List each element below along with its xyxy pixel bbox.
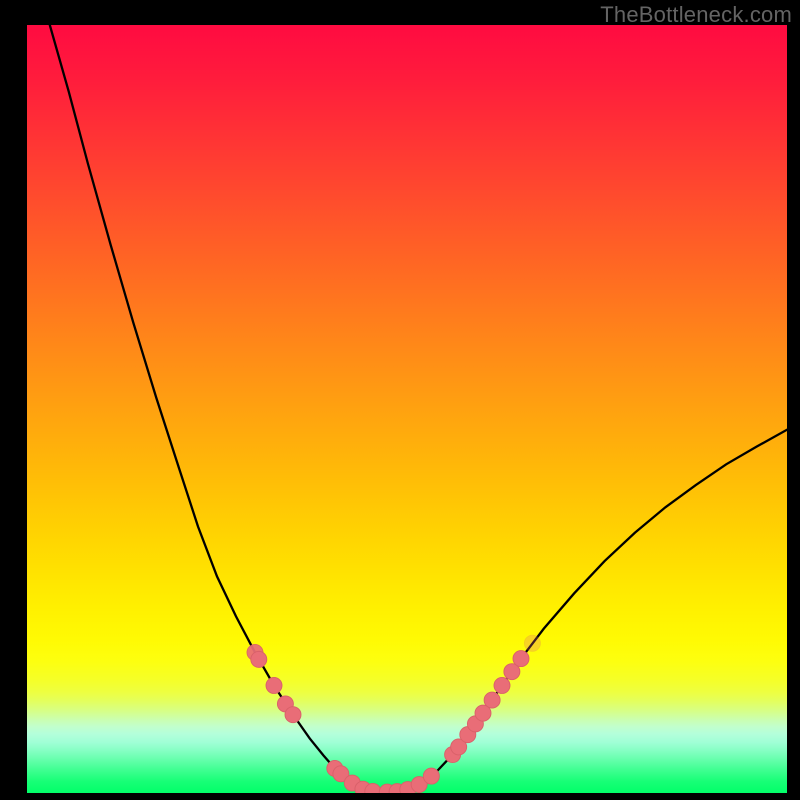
curve-marker — [423, 768, 439, 784]
curve-marker — [484, 692, 500, 708]
curve-marker — [266, 677, 282, 693]
curve-marker — [524, 635, 540, 651]
plot-svg — [27, 25, 787, 793]
outer-black-frame: TheBottleneck.com — [0, 0, 800, 800]
curve-marker — [513, 651, 529, 667]
curve-marker — [494, 677, 510, 693]
curve-marker — [251, 651, 267, 667]
curve-marker — [285, 707, 301, 723]
watermark-text: TheBottleneck.com — [600, 0, 800, 28]
plot-area — [27, 25, 787, 793]
gradient-background — [27, 25, 787, 793]
